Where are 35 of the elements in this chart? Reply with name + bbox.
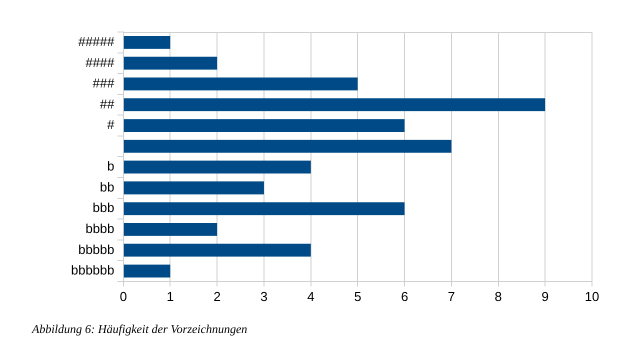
bar — [124, 78, 358, 90]
x-tick-label: 7 — [448, 288, 456, 304]
y-tick-label: bbbbbb — [70, 262, 114, 278]
y-tick-label: ##### — [78, 34, 116, 49]
y-tick-label: bbbbb — [78, 242, 114, 257]
y-tick-label: bbb — [92, 200, 114, 216]
bar — [124, 119, 405, 132]
y-tick-label: bb — [100, 179, 114, 194]
x-tick-label: 6 — [400, 288, 408, 304]
x-tick-label: 3 — [260, 288, 268, 304]
y-tick-label: b — [107, 158, 114, 174]
bar — [124, 202, 405, 216]
bar — [124, 223, 218, 236]
y-tick-label: ### — [92, 76, 116, 91]
x-tick-label: 8 — [494, 288, 502, 304]
bar — [124, 181, 264, 194]
y-tick-label: bbbb — [85, 221, 114, 236]
x-tick-label: 5 — [354, 288, 362, 304]
x-tick-label: 9 — [542, 288, 549, 304]
bar — [124, 98, 546, 112]
y-tick-label: # — [107, 117, 116, 132]
y-tick-label: ## — [100, 96, 116, 112]
x-tick-label: 0 — [120, 288, 127, 304]
x-tick-label: 4 — [307, 288, 314, 304]
text: Abbildung 6: Häufigkeit der Vorzeichnungen — [32, 322, 248, 337]
x-tick-label: 10 — [584, 288, 600, 304]
bar — [124, 56, 218, 70]
bar — [124, 140, 452, 153]
bar — [124, 264, 170, 278]
bar — [124, 36, 170, 49]
bar — [124, 244, 311, 257]
x-tick-label: 1 — [166, 288, 174, 304]
y-tick-label: #### — [85, 54, 116, 70]
bar — [124, 160, 311, 174]
x-tick-label: 2 — [213, 288, 221, 304]
